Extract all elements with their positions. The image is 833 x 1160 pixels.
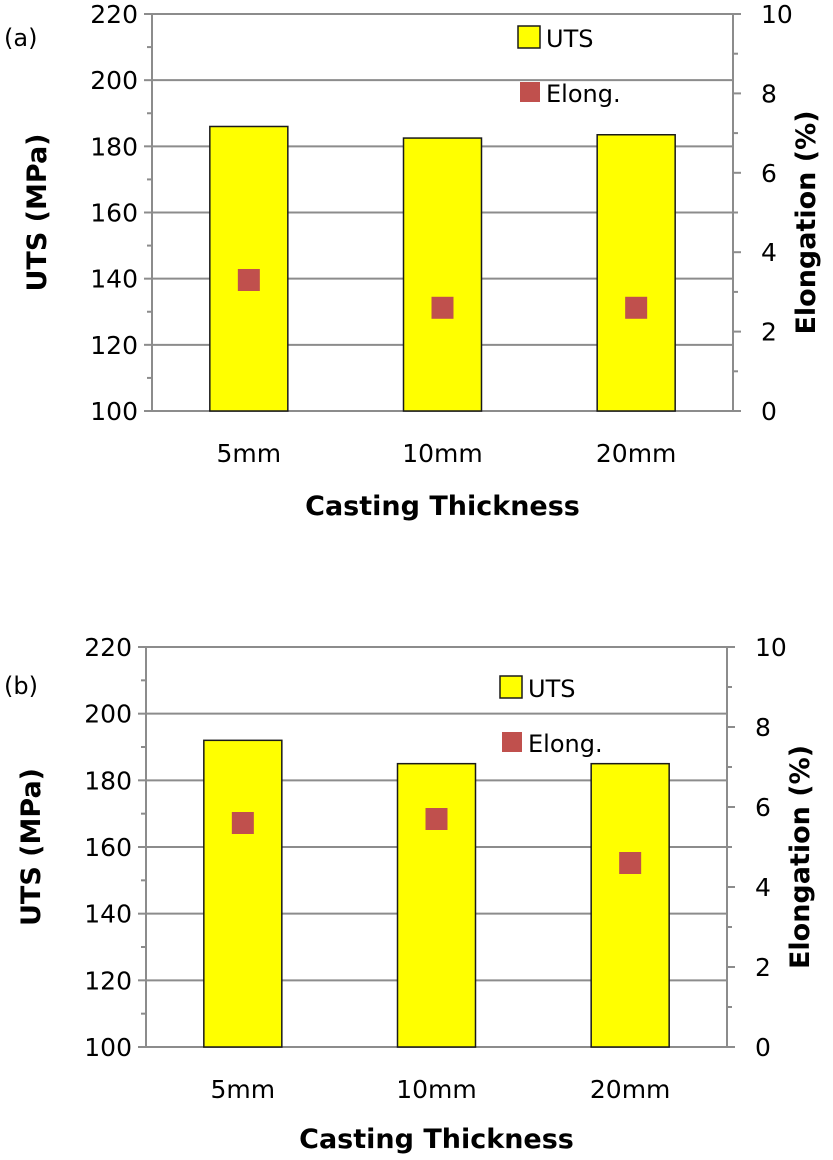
y2-tick-label: 8 xyxy=(761,79,777,108)
legend-swatch-elong xyxy=(520,82,540,102)
chart-panel-b: 100 120 140 160 180 200 220 0 2 4 6 8 10 5mm 10mm 20mm C… xyxy=(4,633,816,1155)
y2-tick-label: 0 xyxy=(761,397,777,426)
y-tick-label: 100 xyxy=(90,397,138,426)
y-tick-label: 220 xyxy=(90,0,138,29)
bar-uts-20mm xyxy=(590,762,670,1048)
legend-swatch-elong xyxy=(502,732,522,752)
y-tick-label: 220 xyxy=(84,633,132,662)
y-tick-label: 140 xyxy=(90,265,138,294)
y2-tick-label: 2 xyxy=(755,953,771,982)
marker-elong-20mm xyxy=(625,296,648,319)
y2-tick-label: 4 xyxy=(761,238,777,267)
y-tick-label: 180 xyxy=(90,132,138,161)
y-tick-label: 120 xyxy=(90,331,138,360)
marker-elong-10mm xyxy=(425,808,448,830)
bar-uts-10mm xyxy=(396,762,477,1048)
y2-tick-label: 6 xyxy=(755,793,771,822)
x-tick-label: 20mm xyxy=(590,1075,671,1104)
panel-label: (a) xyxy=(4,24,37,52)
x-tick-label: 5mm xyxy=(217,439,282,468)
marker-elong-5mm xyxy=(237,268,260,291)
legend-label-uts: UTS xyxy=(528,675,575,703)
x-tick-label: 10mm xyxy=(402,439,483,468)
y-axis-title: UTS (MPa) xyxy=(22,133,53,291)
y2-tick-label: 0 xyxy=(755,1033,771,1062)
legend-label-uts: UTS xyxy=(546,25,593,53)
legend-label-elong: Elong. xyxy=(546,80,621,108)
y-tick-label: 200 xyxy=(84,700,132,729)
y-tick-label: 200 xyxy=(90,66,138,95)
y2-tick-label: 8 xyxy=(755,713,771,742)
legend-label-elong: Elong. xyxy=(528,730,603,758)
y-tick-label: 180 xyxy=(84,766,132,795)
chart-panel-a: 100 120 140 160 180 200 220 0 2 4 6 8 10 5mm 10mm 20mm C… xyxy=(4,0,822,522)
bar-uts-10mm xyxy=(402,137,483,412)
legend-swatch-uts xyxy=(499,675,523,699)
y-tick-label: 120 xyxy=(84,966,132,995)
y2-tick-label: 6 xyxy=(761,159,777,188)
y2-tick-label: 10 xyxy=(761,0,793,29)
y2-tick-label: 4 xyxy=(755,873,771,902)
x-tick-label: 5mm xyxy=(211,1075,276,1104)
y-tick-label: 160 xyxy=(84,833,132,862)
x-tick-label: 20mm xyxy=(596,439,677,468)
y2-tick-label: 2 xyxy=(761,318,777,347)
bar-uts-5mm xyxy=(209,125,289,412)
y-axis-title: UTS (MPa) xyxy=(16,768,47,926)
y2-tick-label: 10 xyxy=(755,633,787,662)
y-tick-label: 160 xyxy=(90,199,138,228)
bar-uts-20mm xyxy=(596,134,676,412)
marker-elong-20mm xyxy=(619,852,642,874)
marker-elong-5mm xyxy=(231,812,254,834)
x-axis-title: Casting Thickness xyxy=(299,1124,574,1155)
x-tick-label: 10mm xyxy=(396,1075,477,1104)
y-tick-label: 100 xyxy=(84,1033,132,1062)
x-axis-title: Casting Thickness xyxy=(305,491,580,522)
marker-elong-10mm xyxy=(431,296,454,319)
y-tick-label: 140 xyxy=(84,900,132,929)
y2-axis-title: Elongation (%) xyxy=(791,110,822,334)
legend-swatch-uts xyxy=(517,25,541,49)
y2-axis-title: Elongation (%) xyxy=(785,745,816,969)
panel-label: (b) xyxy=(4,672,38,700)
bar-uts-5mm xyxy=(203,739,283,1048)
